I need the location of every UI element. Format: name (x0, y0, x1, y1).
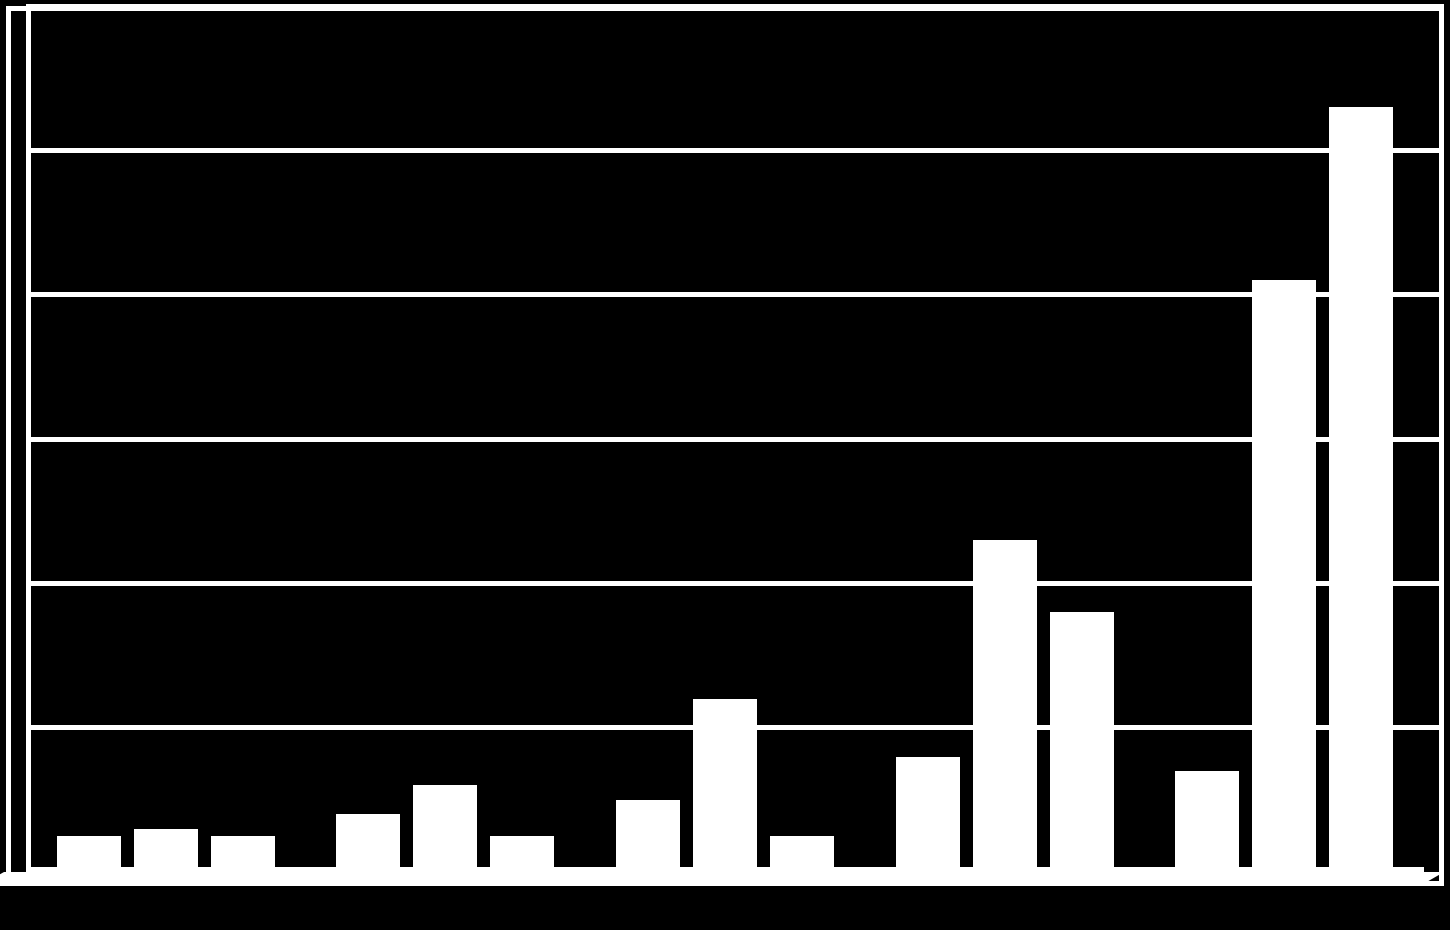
gridline (26, 292, 1424, 297)
bar (134, 829, 198, 872)
bar (973, 540, 1037, 872)
gridline (26, 725, 1424, 730)
bar (336, 814, 400, 872)
bar (1329, 107, 1393, 872)
bar (616, 800, 680, 872)
bar (1175, 771, 1239, 872)
bar (1252, 280, 1316, 872)
y-axis-line (26, 6, 31, 872)
y-tick (1424, 292, 1444, 297)
y-tick (1424, 4, 1444, 9)
bar (896, 757, 960, 872)
gridline (26, 148, 1424, 153)
bar (413, 785, 477, 872)
bar (1050, 612, 1114, 872)
y-tick (1424, 437, 1444, 442)
y-tick (1424, 725, 1444, 730)
gridline (26, 581, 1424, 586)
y-tick (1424, 581, 1444, 586)
gridline (26, 437, 1424, 442)
plot-area (26, 6, 1424, 872)
x-axis-floor (0, 872, 1444, 886)
gridline (26, 4, 1424, 9)
y-tick (1424, 148, 1444, 153)
